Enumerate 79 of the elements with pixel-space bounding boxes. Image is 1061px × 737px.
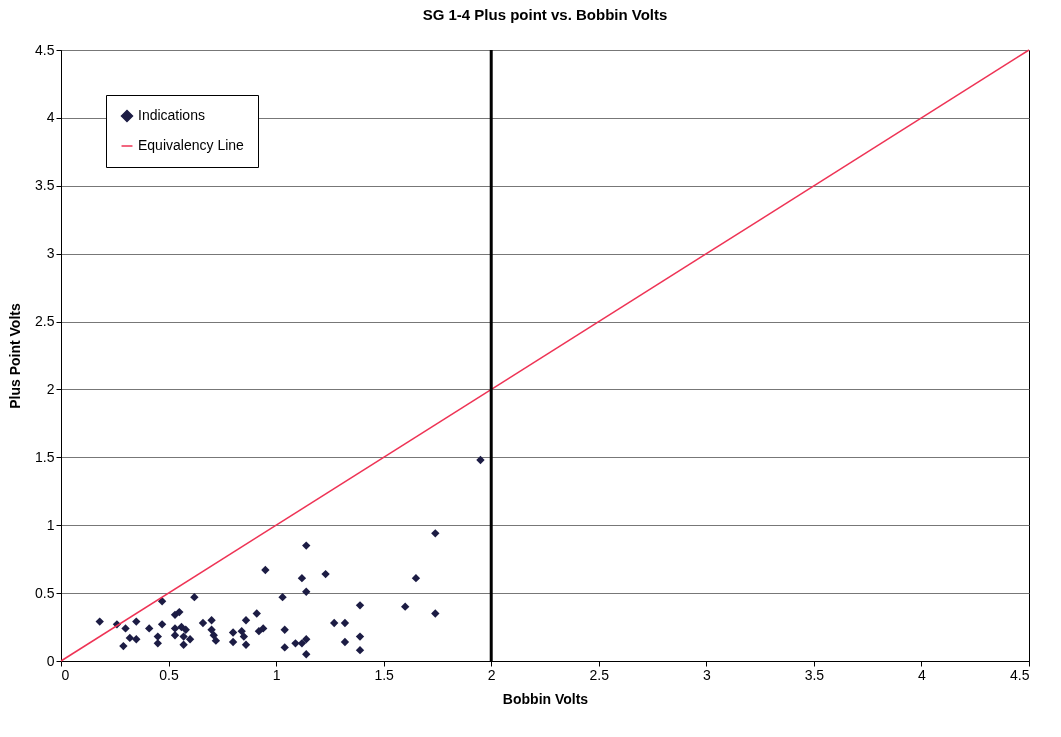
point xyxy=(239,632,249,641)
y-tick-label: 0 xyxy=(46,652,55,669)
point xyxy=(302,635,311,644)
point xyxy=(355,645,365,655)
x-tick-label: 1 xyxy=(272,666,281,683)
y-tick-label: 4 xyxy=(46,109,55,126)
y-axis-title: Plus Point Volts xyxy=(7,303,24,409)
point xyxy=(278,593,287,602)
x-tick-label: 0 xyxy=(61,666,70,683)
point xyxy=(179,632,188,641)
point xyxy=(431,609,440,618)
point xyxy=(280,625,289,634)
point xyxy=(153,639,162,648)
point xyxy=(254,626,264,636)
point xyxy=(330,618,339,628)
point xyxy=(119,641,128,651)
point xyxy=(297,639,307,648)
x-tick-label: 4 xyxy=(918,666,927,683)
point xyxy=(241,640,251,649)
point xyxy=(302,587,311,596)
point xyxy=(170,631,180,640)
y-tick-label: 1 xyxy=(46,516,55,533)
point xyxy=(476,455,485,465)
point xyxy=(228,637,238,647)
point xyxy=(125,633,135,643)
point xyxy=(261,565,270,575)
x-tick-label: 3 xyxy=(702,666,711,683)
y-tick-label: 4.5 xyxy=(35,41,55,58)
point xyxy=(121,624,130,633)
point xyxy=(181,625,190,634)
point xyxy=(431,529,440,538)
point xyxy=(209,631,218,640)
y-tick-label: 3 xyxy=(46,245,55,262)
point xyxy=(145,624,154,633)
point xyxy=(95,617,104,626)
x-tick-label: 2.5 xyxy=(589,666,610,683)
point xyxy=(132,617,141,626)
y-tick-label: 2.5 xyxy=(35,313,55,330)
point xyxy=(157,620,167,629)
point xyxy=(132,635,141,644)
x-axis-title: Bobbin Volts xyxy=(502,690,589,707)
point xyxy=(237,626,246,636)
point xyxy=(157,597,167,606)
point xyxy=(340,618,350,628)
point xyxy=(207,616,216,625)
point xyxy=(400,602,410,611)
point xyxy=(340,637,350,647)
point xyxy=(411,573,421,583)
x-tick-label: 2 xyxy=(487,666,496,683)
point xyxy=(179,640,188,649)
chart-title: SG 1-4 Plus point vs. Bobbin Volts xyxy=(422,6,668,23)
point xyxy=(190,593,199,602)
point xyxy=(355,601,365,610)
point xyxy=(228,628,238,637)
point xyxy=(297,573,307,583)
point xyxy=(280,643,289,652)
point xyxy=(291,639,300,648)
y-tick-label: 2 xyxy=(46,380,55,397)
point xyxy=(198,618,208,628)
point xyxy=(302,650,311,659)
legend-label: Equivalency Line xyxy=(138,137,245,153)
y-tick-label: 0.5 xyxy=(35,584,55,601)
point xyxy=(355,632,365,641)
point xyxy=(259,624,268,633)
x-tick-label: 3.5 xyxy=(804,666,825,683)
point xyxy=(170,624,180,633)
x-tick-label: 1.5 xyxy=(374,666,395,683)
point xyxy=(302,541,311,550)
point xyxy=(211,636,221,645)
point xyxy=(252,609,261,618)
point xyxy=(185,635,195,644)
y-tick-label: 3.5 xyxy=(35,177,55,194)
legend-label: Indications xyxy=(138,107,205,123)
point xyxy=(175,607,184,617)
point xyxy=(241,616,251,625)
point xyxy=(321,569,330,579)
x-tick-label: 0.5 xyxy=(159,666,179,683)
y-tick-label: 1.5 xyxy=(35,448,55,465)
x-tick-label: 4.5 xyxy=(1010,666,1030,683)
